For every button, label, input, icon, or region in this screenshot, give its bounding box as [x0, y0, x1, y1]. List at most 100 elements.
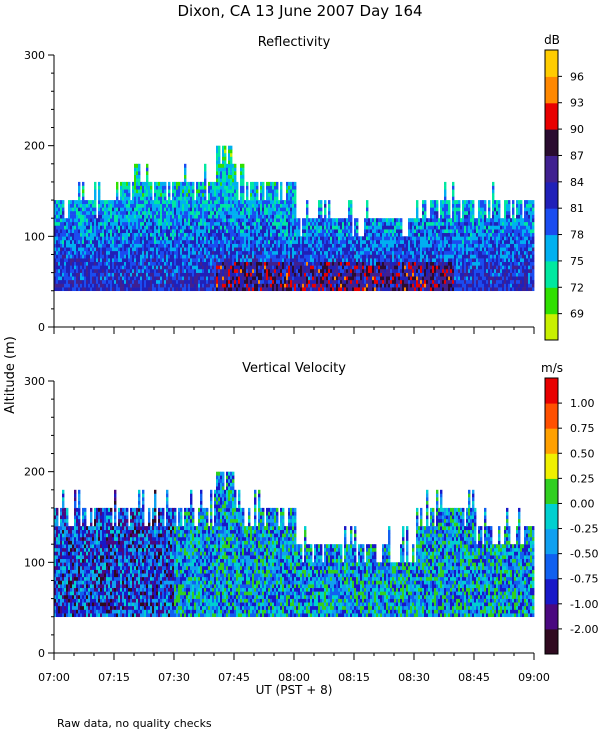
- heatmap-cell: [120, 258, 123, 263]
- heatmap-cell: [314, 240, 317, 244]
- heatmap-cell: [80, 258, 83, 263]
- heatmap-cell: [182, 247, 185, 252]
- heatmap-cell: [132, 279, 135, 284]
- heatmap-cell: [268, 247, 271, 252]
- heatmap-cell: [290, 229, 293, 234]
- heatmap-cell: [134, 272, 137, 277]
- heatmap-cell: [204, 287, 207, 292]
- heatmap-cell: [176, 247, 179, 252]
- heatmap-cell: [234, 236, 237, 241]
- heatmap-cell: [278, 210, 281, 215]
- heatmap-cell: [308, 247, 311, 252]
- heatmap-cell: [182, 210, 185, 215]
- heatmap-cell: [322, 236, 325, 241]
- heatmap-cell: [82, 210, 85, 215]
- heatmap-cell: [310, 229, 313, 234]
- heatmap-cell: [78, 218, 81, 223]
- heatmap-cell: [194, 283, 197, 288]
- heatmap-cell: [326, 225, 329, 230]
- heatmap-cell: [204, 185, 207, 190]
- heatmap-cell: [266, 276, 269, 281]
- heatmap-cell: [68, 225, 71, 230]
- heatmap-cell: [186, 207, 189, 212]
- heatmap-cell: [194, 243, 197, 248]
- heatmap-cell: [224, 185, 227, 190]
- heatmap-cell: [416, 203, 419, 208]
- heatmap-cell: [216, 247, 219, 252]
- heatmap-cell: [386, 232, 389, 237]
- heatmap-cell: [112, 240, 115, 244]
- heatmap-cell: [230, 145, 233, 150]
- heatmap-cell: [238, 276, 241, 281]
- heatmap-cell: [112, 265, 115, 270]
- heatmap-cell: [366, 258, 369, 263]
- heatmap-cell: [240, 163, 243, 168]
- heatmap-cell: [342, 229, 345, 234]
- heatmap-cell: [334, 250, 337, 255]
- heatmap-cell: [120, 225, 123, 230]
- heatmap-cell: [336, 221, 339, 226]
- heatmap-cell: [102, 276, 105, 281]
- heatmap-cell: [308, 283, 311, 288]
- heatmap-cell: [168, 200, 171, 205]
- heatmap-cell: [78, 269, 81, 273]
- heatmap-cell: [190, 218, 193, 223]
- heatmap-cell: [292, 261, 295, 266]
- heatmap-cell: [268, 189, 271, 194]
- heatmap-cell: [176, 218, 179, 223]
- heatmap-cell: [358, 261, 361, 266]
- heatmap-cell: [372, 221, 375, 226]
- heatmap-cell: [364, 261, 367, 266]
- heatmap-cell: [358, 236, 361, 241]
- heatmap-cell: [252, 214, 255, 219]
- heatmap-cell: [206, 283, 209, 288]
- heatmap-cell: [304, 272, 307, 277]
- heatmap-cell: [272, 287, 275, 292]
- heatmap-cell: [162, 200, 165, 205]
- heatmap-cell: [140, 247, 143, 252]
- heatmap-cell: [72, 200, 75, 205]
- heatmap-cell: [130, 200, 133, 205]
- heatmap-cell: [224, 163, 227, 168]
- heatmap-cell: [396, 287, 399, 292]
- heatmap-cell: [162, 247, 165, 252]
- heatmap-cell: [322, 240, 325, 244]
- heatmap-cell: [336, 218, 339, 223]
- heatmap-cell: [220, 181, 223, 186]
- heatmap-cell: [154, 232, 157, 237]
- heatmap-cell: [202, 265, 205, 270]
- heatmap-cell: [310, 236, 313, 241]
- heatmap-cell: [246, 269, 249, 273]
- heatmap-cell: [222, 210, 225, 215]
- heatmap-cell: [230, 243, 233, 248]
- heatmap-cell: [112, 269, 115, 273]
- heatmap-cell: [264, 214, 267, 219]
- heatmap-cell: [330, 232, 333, 237]
- heatmap-cell: [118, 214, 121, 219]
- heatmap-cell: [176, 269, 179, 273]
- heatmap-cell: [320, 207, 323, 212]
- heatmap-cell: [320, 221, 323, 226]
- heatmap-cell: [210, 192, 213, 197]
- heatmap-cell: [56, 225, 59, 230]
- heatmap-cell: [416, 207, 419, 212]
- heatmap-cell: [180, 250, 183, 255]
- heatmap-cell: [296, 261, 299, 266]
- heatmap-cell: [194, 232, 197, 237]
- heatmap-cell: [180, 265, 183, 270]
- heatmap-cell: [78, 261, 81, 266]
- heatmap-cell: [242, 196, 245, 201]
- heatmap-cell: [290, 261, 293, 266]
- heatmap-cell: [172, 258, 175, 263]
- heatmap-cell: [264, 254, 267, 259]
- heatmap-cell: [262, 279, 265, 284]
- heatmap-cell: [394, 243, 397, 248]
- heatmap-cell: [266, 287, 269, 292]
- heatmap-cell: [330, 272, 333, 277]
- heatmap-cell: [378, 229, 381, 234]
- heatmap-cell: [152, 203, 155, 208]
- heatmap-cell: [324, 221, 327, 226]
- heatmap-cell: [268, 207, 271, 212]
- heatmap-cell: [66, 287, 69, 292]
- heatmap-cell: [304, 279, 307, 284]
